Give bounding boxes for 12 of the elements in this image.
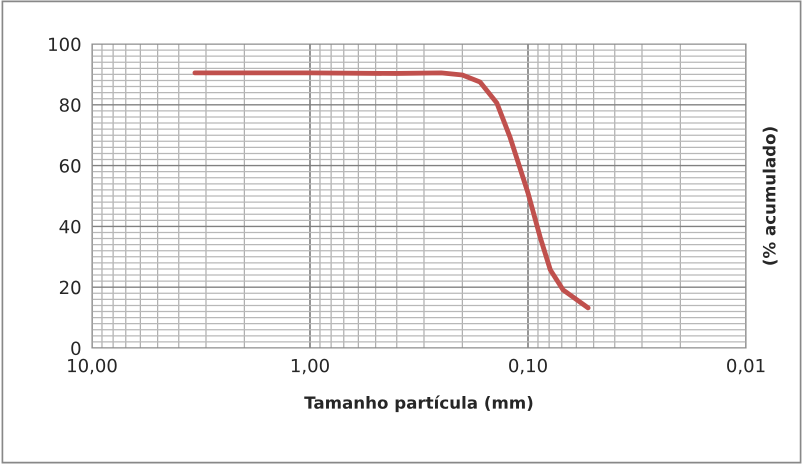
y-tick-label: 20	[60, 280, 80, 294]
x-tick-label: 0,10	[509, 358, 547, 374]
x-tick-label: 10,00	[68, 358, 117, 374]
x-tick-label: 1,00	[292, 358, 329, 374]
y-tick-label: 0	[71, 341, 80, 356]
x-axis-title: Tamanho partícula (mm)	[304, 395, 532, 412]
y-tick-label: 80	[60, 98, 80, 112]
y-axis-title: (% acumulado)	[762, 127, 778, 265]
y-tick-label: 40	[59, 220, 80, 234]
x-tick-label: 0,01	[727, 358, 764, 374]
y-tick-label: 100	[49, 37, 80, 52]
y-tick-label: 60	[60, 159, 80, 173]
